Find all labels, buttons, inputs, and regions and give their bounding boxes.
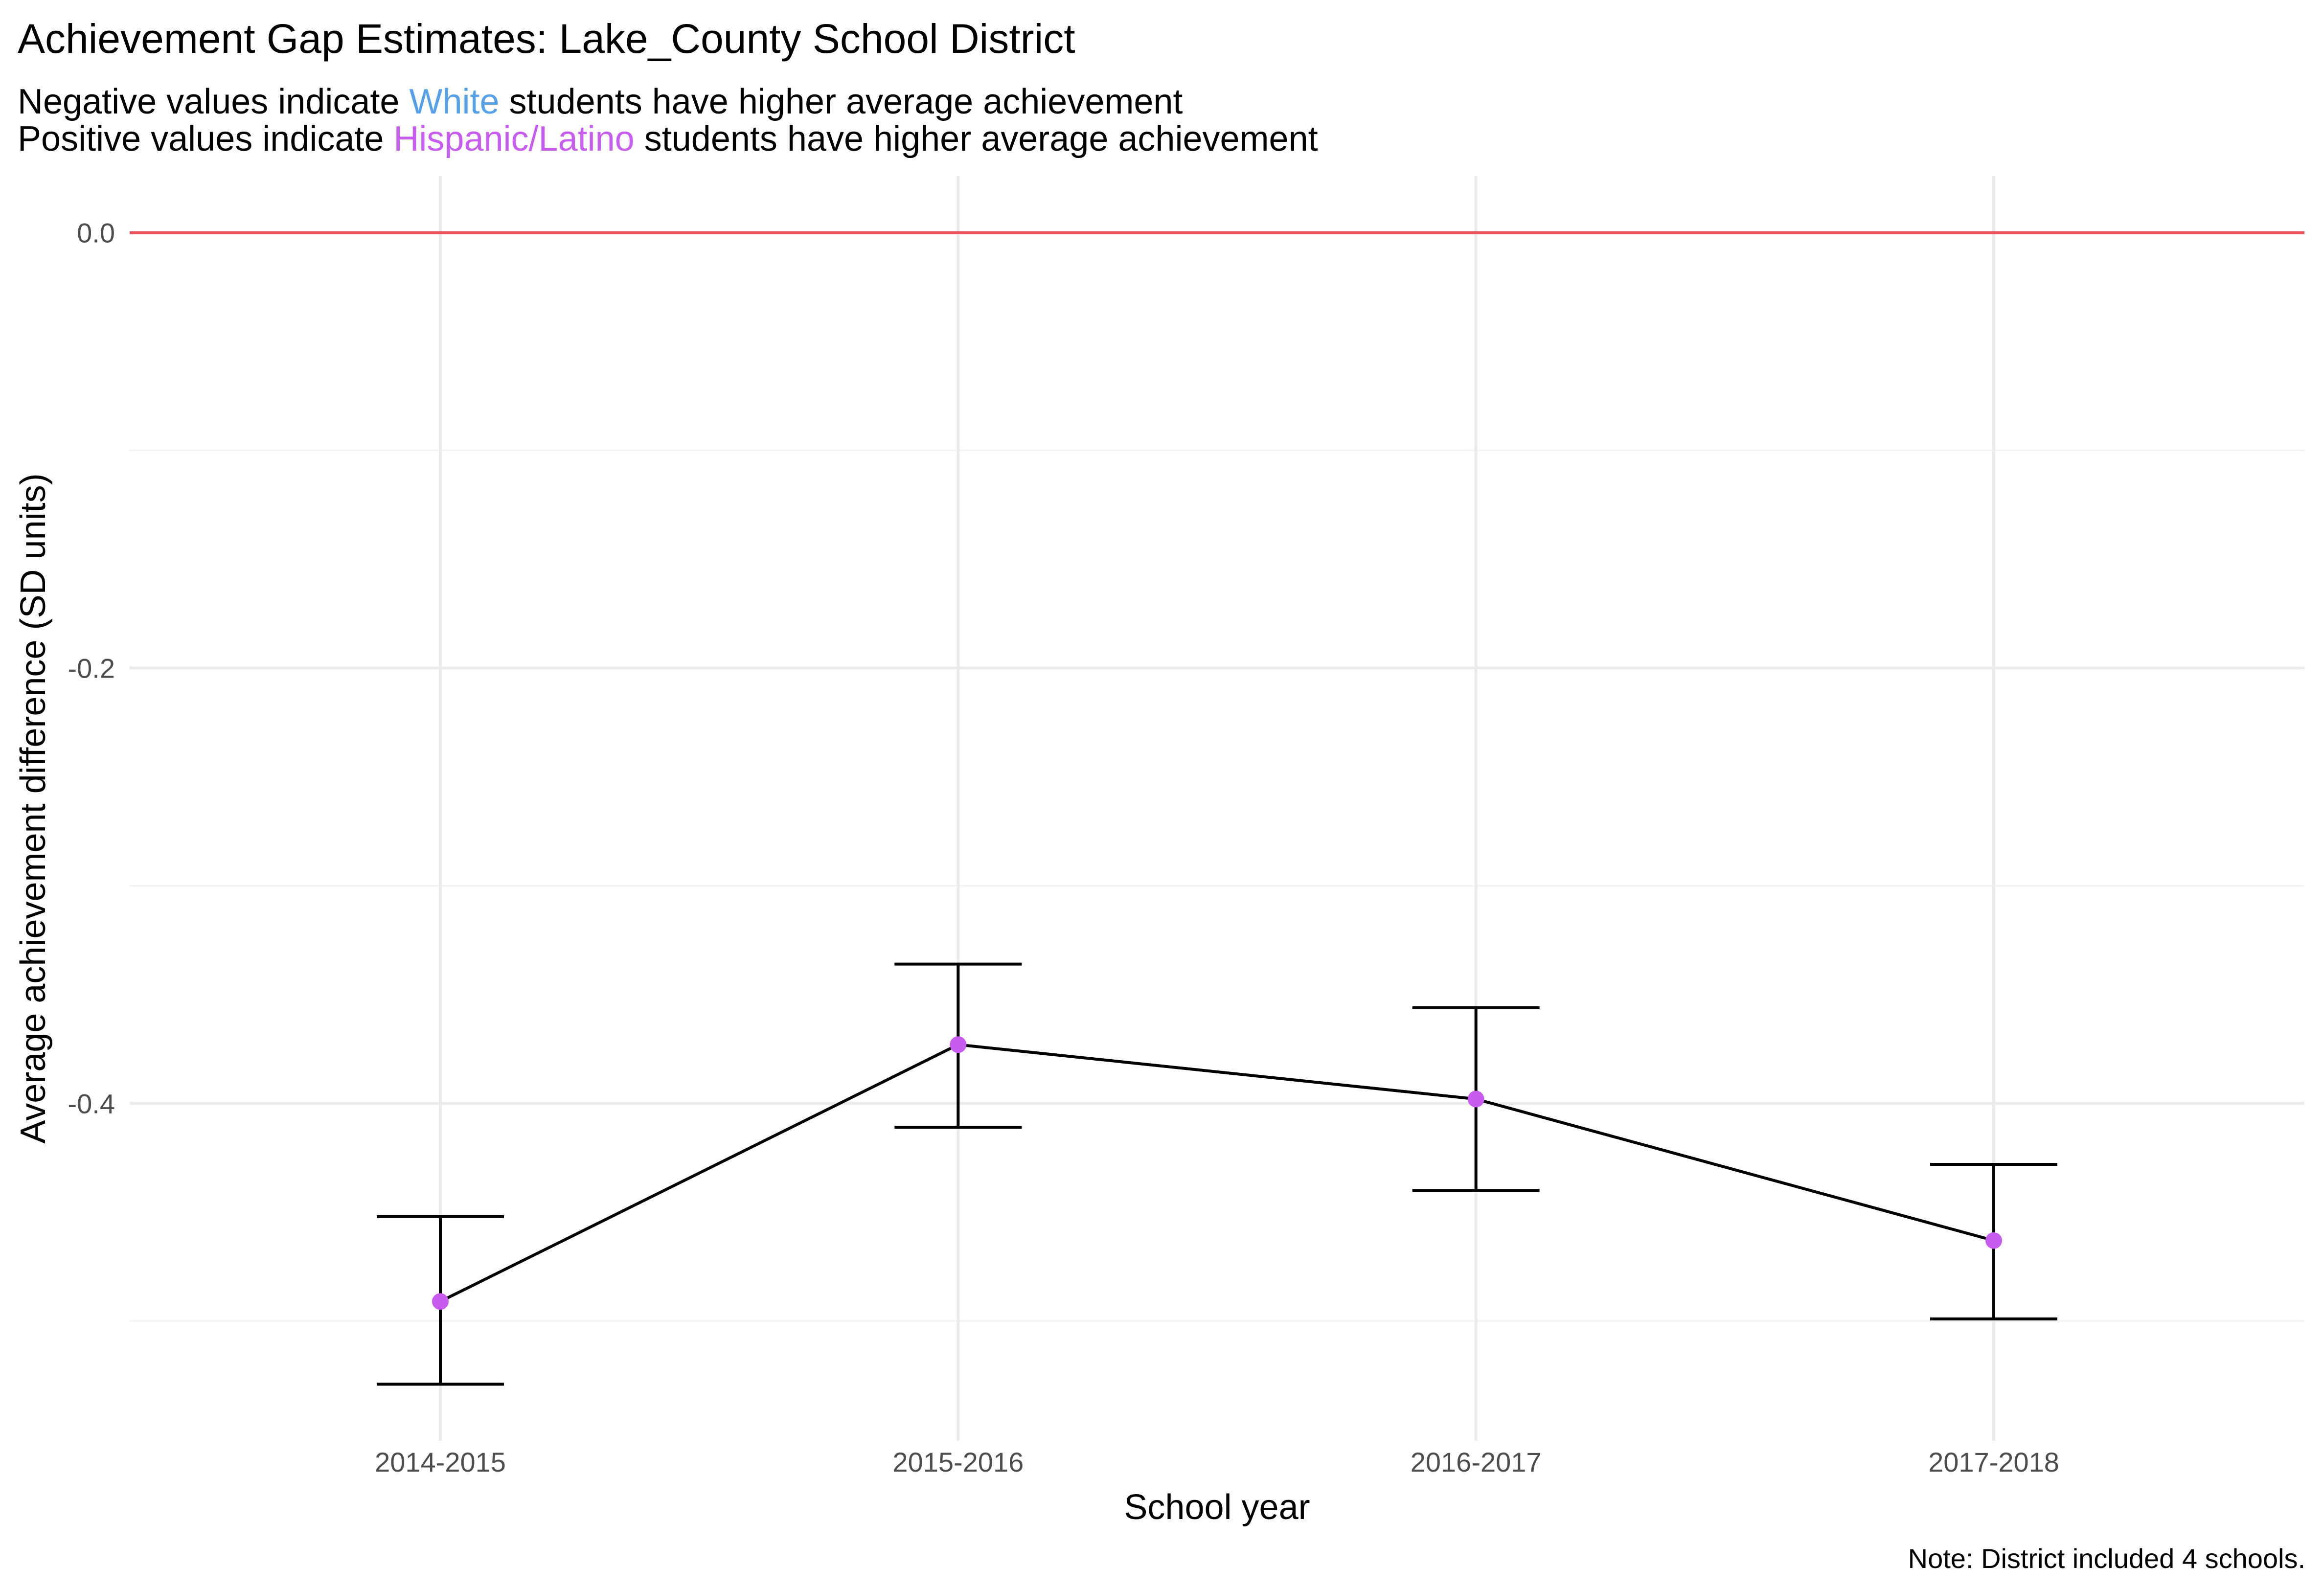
chart-title: Achievement Gap Estimates: Lake_County S…	[18, 16, 1075, 62]
data-point-2	[1467, 1090, 1484, 1108]
data-points	[432, 1036, 2002, 1310]
subtitle-1-before: Negative values indicate	[18, 82, 409, 121]
x-tick-label-3: 2017-2018	[1928, 1447, 2059, 1477]
chart-caption: Note: District included 4 schools.	[1908, 1543, 2305, 1574]
subtitle-1-after: students have higher average achievement	[500, 82, 1183, 121]
subtitle-1-highlight: White	[409, 82, 499, 121]
data-point-1	[950, 1036, 967, 1053]
x-axis-title: School year	[1124, 1488, 1310, 1527]
subtitle-2-highlight: Hispanic/Latino	[393, 119, 634, 159]
x-tick-label-2: 2016-2017	[1411, 1447, 1542, 1477]
subtitle-line-2: Positive values indicate Hispanic/Latino…	[18, 119, 1318, 159]
series-line	[439, 1043, 1994, 1303]
x-tick-labels: 2014-2015 2015-2016 2016-2017 2017-2018	[375, 1447, 2059, 1477]
y-tick-label-1: -0.2	[68, 653, 115, 684]
y-tick-label-0: 0.0	[77, 218, 115, 249]
data-point-0	[432, 1293, 449, 1310]
series-line-group	[439, 1043, 1994, 1303]
subtitle-2-after: students have higher average achievement	[635, 119, 1318, 159]
y-tick-label-2: -0.4	[68, 1088, 115, 1119]
minor-gridlines	[130, 450, 2304, 1322]
major-gridlines	[130, 176, 2304, 1441]
data-point-3	[1985, 1232, 2002, 1249]
y-axis-title: Average achievement difference (SD units…	[14, 473, 53, 1143]
x-tick-label-0: 2014-2015	[375, 1447, 506, 1477]
subtitle-line-1: Negative values indicate White students …	[18, 82, 1183, 121]
subtitle-2-before: Positive values indicate	[18, 119, 393, 159]
y-tick-labels: 0.0 -0.2 -0.4	[68, 218, 115, 1119]
x-tick-label-1: 2015-2016	[892, 1447, 1024, 1477]
